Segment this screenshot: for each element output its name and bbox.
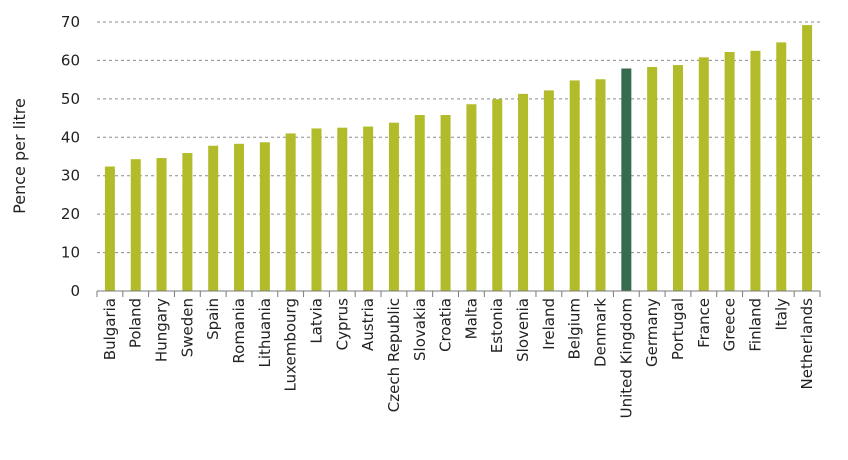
bar-cyprus — [337, 127, 348, 291]
x-tick-label: Estonia — [488, 298, 506, 353]
bar-ireland — [543, 90, 554, 291]
bar-malta — [466, 104, 477, 291]
axes — [96, 290, 821, 297]
x-tick-label: Hungary — [153, 298, 171, 362]
bar-portugal — [672, 65, 683, 291]
bar-sweden — [182, 153, 193, 291]
bar-czech-republic — [388, 122, 399, 291]
x-tick-label: Ireland — [540, 298, 558, 350]
y-tick-label: 40 — [61, 128, 80, 146]
bar-slovakia — [414, 114, 425, 291]
bar-germany — [647, 66, 658, 291]
x-tick-label: Slovenia — [514, 298, 532, 362]
x-tick-label: Croatia — [437, 298, 455, 352]
bar-united-kingdom — [621, 68, 632, 292]
bar-luxembourg — [285, 133, 296, 291]
y-tick-labels: 0 10 20 30 40 50 60 70 — [61, 13, 80, 300]
x-tick-label: Malta — [462, 298, 480, 339]
bar-finland — [750, 50, 761, 292]
bar-estonia — [492, 99, 503, 292]
y-tick-label: 0 — [70, 282, 80, 300]
bar-latvia — [311, 128, 322, 291]
y-tick-label: 20 — [61, 205, 80, 223]
x-tick-label: Bulgaria — [101, 298, 119, 360]
bar-croatia — [440, 114, 451, 291]
bar-greece — [724, 51, 735, 291]
x-tick-label: Lithuania — [256, 298, 274, 367]
bar-spain — [208, 145, 219, 291]
y-axis-title: Pence per litre — [10, 98, 29, 214]
bar-poland — [130, 159, 141, 291]
x-tick-label: Luxembourg — [282, 298, 300, 392]
x-tick-label: Italy — [772, 298, 790, 331]
bar-belgium — [569, 80, 580, 291]
bar-bulgaria — [104, 166, 115, 291]
y-tick-label: 60 — [61, 51, 80, 69]
bar-austria — [363, 126, 374, 291]
bar-lithuania — [259, 142, 270, 291]
x-tick-label: Czech Republic — [385, 298, 403, 412]
x-tick-label: Sweden — [178, 298, 196, 357]
bar-netherlands — [802, 25, 813, 292]
bar-italy — [776, 42, 787, 291]
x-tick-label: Spain — [204, 298, 222, 340]
x-tick-labels: Bulgaria Poland Hungary Sweden Spain Romania L… — [101, 298, 816, 419]
x-tick-label: Latvia — [307, 298, 325, 344]
y-tick-label: 10 — [61, 244, 80, 262]
x-tick-label: Portugal — [669, 298, 687, 360]
bar-denmark — [595, 79, 606, 291]
bars — [104, 25, 813, 292]
x-tick-label: Cyprus — [333, 298, 351, 351]
y-tick-label: 70 — [61, 13, 80, 31]
x-tick-label: Greece — [721, 298, 739, 351]
y-tick-label: 30 — [61, 167, 80, 185]
bar-romania — [234, 143, 245, 291]
x-tick-label: Denmark — [592, 298, 610, 367]
y-tick-label: 50 — [61, 90, 80, 108]
bar-hungary — [156, 158, 167, 291]
gridlines — [97, 21, 820, 254]
x-tick-label: Netherlands — [798, 298, 816, 390]
x-tick-label: Belgium — [566, 298, 584, 360]
bar-france — [698, 57, 709, 292]
x-tick-label: United Kingdom — [617, 298, 635, 418]
x-tick-label: Germany — [643, 298, 661, 367]
bar-slovenia — [518, 93, 529, 292]
x-tick-label: Finland — [746, 298, 764, 352]
x-tick-label: France — [695, 298, 713, 348]
x-tick-label: Poland — [127, 298, 145, 348]
x-tick-label: Austria — [359, 298, 377, 351]
x-tick-label: Slovakia — [411, 298, 429, 361]
x-tick-label: Romania — [230, 298, 248, 364]
